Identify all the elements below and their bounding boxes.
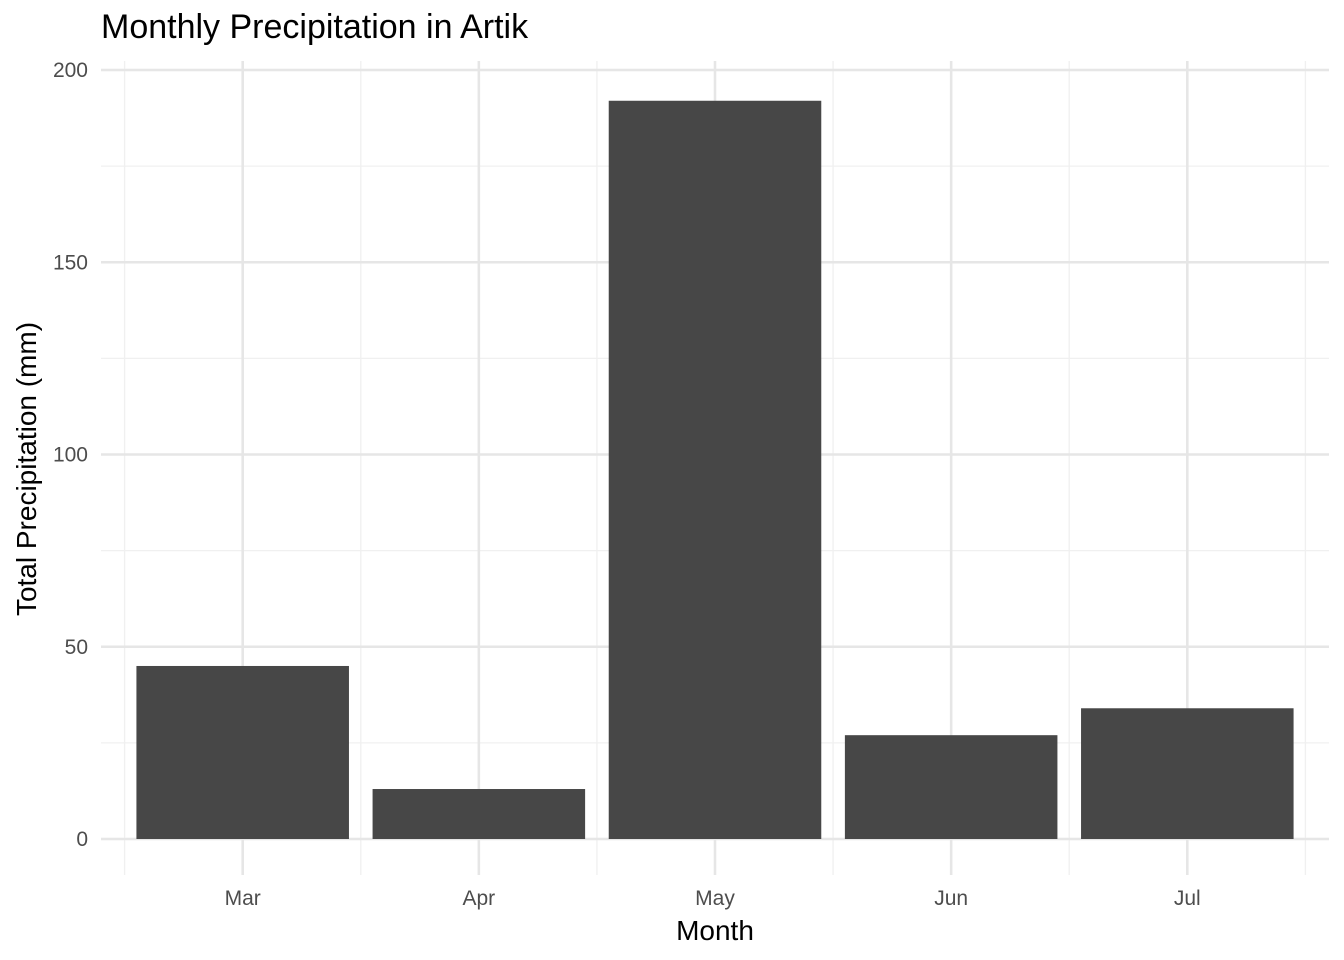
y-axis-ticks: 0 50 100 150 200 <box>53 59 88 851</box>
y-axis-title: Total Precipitation (mm) <box>11 322 42 616</box>
x-axis-title: Month <box>676 915 754 946</box>
bars <box>136 100 1294 839</box>
y-tick-label: 200 <box>53 59 88 82</box>
y-tick-label: 0 <box>76 828 88 851</box>
x-tick-label: Apr <box>463 887 496 910</box>
bar-jun <box>844 735 1058 839</box>
x-tick-label: Mar <box>225 887 261 910</box>
x-tick-label: Jun <box>934 887 968 910</box>
bar-apr <box>372 789 586 839</box>
x-axis-ticks: Mar Apr May Jun Jul <box>225 887 1201 910</box>
bar-mar <box>136 665 349 839</box>
bar-may <box>608 100 822 839</box>
bar-jul <box>1081 708 1294 839</box>
y-tick-label: 100 <box>53 444 88 467</box>
x-tick-label: Jul <box>1174 887 1201 910</box>
chart-title: Monthly Precipitation in Artik <box>101 8 529 46</box>
y-tick-label: 150 <box>53 251 88 274</box>
y-tick-label: 50 <box>65 636 88 659</box>
x-tick-label: May <box>695 887 735 910</box>
